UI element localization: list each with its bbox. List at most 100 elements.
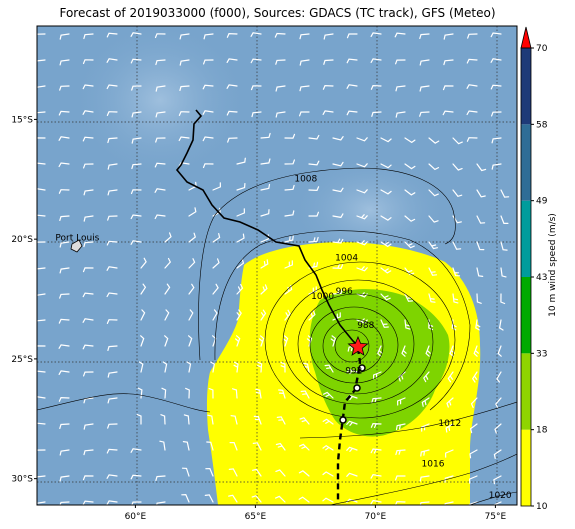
colorbar-tick-label: 43 <box>536 273 547 283</box>
wind-barb <box>466 137 478 142</box>
wind-barb <box>106 32 118 38</box>
wind-barb <box>164 335 169 347</box>
wind-barb <box>468 501 478 505</box>
wind-barb <box>107 371 118 378</box>
wind-barb <box>419 501 430 505</box>
wind-barb <box>82 292 94 298</box>
wind-barb <box>278 389 286 399</box>
wind-barb <box>500 241 508 251</box>
wind-barb <box>324 364 334 373</box>
wind-barb <box>425 345 431 357</box>
wind-barb <box>395 85 406 92</box>
wind-barb <box>154 33 166 39</box>
wind-barb <box>138 361 144 373</box>
wind-barb <box>106 448 118 454</box>
wind-barb <box>300 390 310 399</box>
wind-barb <box>212 258 220 269</box>
wind-barb <box>428 267 438 276</box>
wind-barb <box>206 441 214 451</box>
wind-barb <box>473 345 479 357</box>
wind-barb <box>229 442 238 451</box>
wind-barb <box>202 136 214 142</box>
wind-barb <box>130 474 142 480</box>
wind-barb <box>131 137 142 144</box>
wind-barb <box>255 388 262 399</box>
wind-barb <box>490 58 502 63</box>
wind-barb <box>155 475 166 481</box>
wind-barb <box>233 361 239 373</box>
wind-barb <box>275 442 286 451</box>
wind-barb <box>322 84 334 90</box>
wind-barb <box>303 362 310 373</box>
wind-barb <box>395 111 406 118</box>
wind-barb <box>232 388 238 399</box>
wind-barb <box>491 137 502 144</box>
island-mauritius <box>70 239 83 253</box>
wind-barb <box>370 448 382 454</box>
wind-barb <box>207 414 214 425</box>
wind-barb <box>394 32 406 38</box>
wind-barb <box>37 475 46 480</box>
wind-barb <box>490 32 502 38</box>
wind-barb <box>423 371 430 383</box>
wind-barb <box>284 159 295 165</box>
wind-barb <box>236 183 246 191</box>
wind-barb <box>140 335 145 347</box>
wind-barb <box>396 397 406 406</box>
wind-barb <box>182 441 190 451</box>
wind-barb <box>330 335 336 347</box>
wind-barb <box>59 267 70 274</box>
wind-barb <box>452 241 462 250</box>
wind-barb <box>346 446 358 452</box>
wind-barb <box>299 443 310 451</box>
wind-barb <box>82 110 94 115</box>
wind-barb <box>419 33 430 39</box>
wind-barb <box>59 215 70 221</box>
wind-barb <box>236 309 242 321</box>
isobars <box>37 167 517 505</box>
lat-tick-label: 15°S <box>11 115 33 125</box>
wind-barb <box>498 319 504 331</box>
wind-barb <box>404 267 415 276</box>
wind-barb <box>275 111 286 118</box>
storm-center-icon <box>347 335 369 356</box>
wind-barb <box>59 241 70 248</box>
wind-barb <box>260 183 271 191</box>
wind-barb <box>212 283 219 295</box>
wind-barb <box>236 208 246 217</box>
wind-barbs <box>37 32 510 505</box>
wind-barb <box>356 163 368 168</box>
wind-barb <box>332 264 344 270</box>
wind-barb <box>275 469 286 477</box>
wind-barb <box>130 58 142 64</box>
wind-barb <box>370 474 382 479</box>
wind-barb <box>380 267 392 274</box>
wind-barb <box>155 137 166 143</box>
wind-barb <box>275 59 286 65</box>
wind-barb <box>298 470 310 477</box>
wind-barb <box>322 110 334 115</box>
wind-barb <box>236 283 244 295</box>
wind-barb <box>299 417 310 425</box>
wind-barb <box>275 495 286 503</box>
wind-barb <box>471 371 478 383</box>
wind-barb <box>308 261 319 269</box>
wind-barb <box>500 189 510 198</box>
track-positions <box>339 364 366 424</box>
wind-barb <box>370 84 382 90</box>
wind-barb <box>428 241 438 250</box>
wind-barb <box>186 361 192 373</box>
lat-tick-label: 30°S <box>11 475 33 485</box>
isobar-label: 988 <box>357 321 374 331</box>
wind-barb <box>188 309 194 321</box>
colorbar: 10 18 33 43 49 58 70 <box>520 26 548 512</box>
wind-barb <box>164 232 172 243</box>
wind-barb <box>260 259 269 269</box>
wind-barb <box>83 423 94 430</box>
wind-barb <box>380 163 392 169</box>
wind-barb <box>346 33 358 39</box>
wind-barb <box>308 186 320 192</box>
wind-barb <box>370 32 382 37</box>
wind-barb <box>322 444 334 451</box>
wind-barb <box>346 58 358 64</box>
